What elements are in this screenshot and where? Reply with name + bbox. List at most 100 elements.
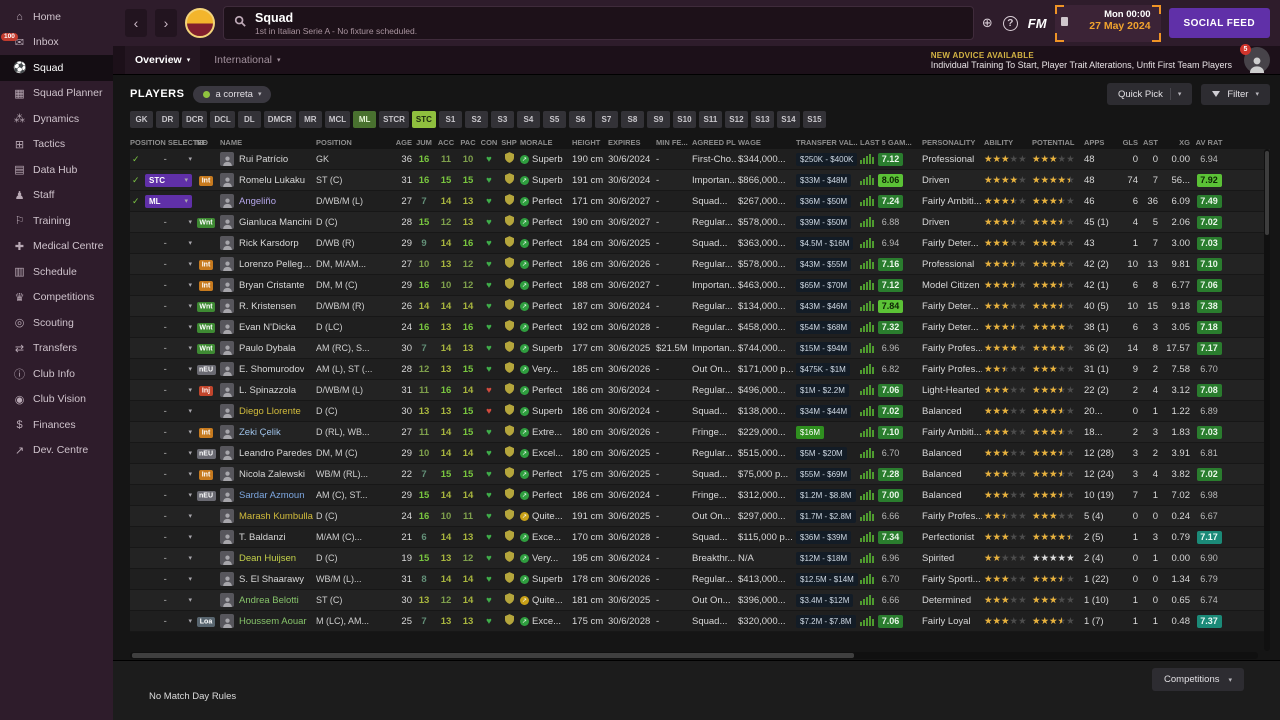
player-row[interactable]: - ▾ Wnt Gianluca Mancini D (C) 28 15 12 13 ♥ ↗ Perf… — [130, 212, 1270, 233]
player-row[interactable]: - ▾ nEU E. Shomurodov AM (L), ST (... 28 12 13 1… — [130, 359, 1270, 380]
position-slot-stcr[interactable]: STCR — [379, 111, 409, 128]
player-row[interactable]: ✓ ML ▾ Angeliño D/WB/M (L) 27 7 14 13 ♥ ↗ Perfect 17… — [130, 191, 1270, 212]
column-header-pac[interactable]: PAC — [460, 137, 476, 147]
column-header-inf[interactable]: INF — [194, 137, 207, 147]
player-row[interactable]: ✓ - ▾ Rui Patrício GK 36 16 11 10 ♥ ↗ Superb 190 cm 3… — [130, 149, 1270, 170]
player-row[interactable]: - ▾ Marash Kumbulla D (C) 24 16 10 11 ♥ ↗ Quite...… — [130, 506, 1270, 527]
player-name-cell[interactable]: Lorenzo Pellegrini — [220, 257, 314, 271]
player-name-cell[interactable]: R. Kristensen — [220, 299, 314, 313]
column-header-xg[interactable]: XG — [1179, 137, 1190, 147]
column-header-position[interactable]: POSITION — [316, 137, 352, 147]
player-row[interactable]: - ▾ Andrea Belotti ST (C) 30 13 12 14 ♥ ↗ Quite...… — [130, 590, 1270, 611]
column-header-shp[interactable]: SHP — [501, 137, 517, 147]
player-name-cell[interactable]: Houssem Aouar — [220, 614, 314, 628]
chevron-down-icon[interactable]: ▾ — [188, 156, 192, 163]
column-header-height[interactable]: HEIGHT — [572, 137, 601, 147]
sidebar-item-competitions[interactable]: ♛ Competitions — [0, 285, 113, 311]
position-slot-s4[interactable]: S4 — [516, 111, 540, 128]
player-name-cell[interactable]: Bryan Cristante — [220, 278, 314, 292]
player-row[interactable]: - ▾ Int Nicola Zalewski WB/M (RL)... 22 7 15 15 ♥… — [130, 464, 1270, 485]
player-row[interactable]: - ▾ Rick Karsdorp D/WB (R) 29 9 14 16 ♥ ↗ Perfect 1… — [130, 233, 1270, 254]
player-row[interactable]: - ▾ Wnt R. Kristensen D/WB/M (R) 26 14 14 14 ♥ ↗ Pe… — [130, 296, 1270, 317]
horizontal-scrollbar[interactable] — [130, 652, 1258, 659]
chevron-down-icon[interactable]: ▾ — [188, 387, 192, 394]
column-header-apps[interactable]: APPS — [1084, 137, 1105, 147]
manager-avatar[interactable]: 5 — [1240, 44, 1270, 73]
sidebar-item-staff[interactable]: ♟ Staff — [0, 183, 113, 209]
chevron-down-icon[interactable]: ▾ — [188, 618, 192, 625]
forward-button[interactable]: › — [155, 9, 177, 37]
position-slot-dmcr[interactable]: DMCR — [263, 111, 296, 128]
chevron-down-icon[interactable]: ▾ — [188, 513, 192, 520]
chevron-down-icon[interactable]: ▾ — [188, 345, 192, 352]
player-row[interactable]: - ▾ Loa Houssem Aouar M (LC), AM... 25 7 13 13 ♥ ↗… — [130, 611, 1270, 632]
player-name-cell[interactable]: Evan N'Dicka — [220, 320, 314, 334]
position-slot-dl[interactable]: DL — [237, 111, 261, 128]
chevron-down-icon[interactable]: ▾ — [188, 492, 192, 499]
column-header-agreed-pl[interactable]: AGREED PL... — [692, 137, 736, 147]
player-row[interactable]: - ▾ nEU Sardar Azmoun AM (C), ST... 29 15 14 14 ♥… — [130, 485, 1270, 506]
player-row[interactable]: - ▾ Wnt Evan N'Dicka D (LC) 24 16 13 16 ♥ ↗ Perfect… — [130, 317, 1270, 338]
chevron-down-icon[interactable]: ▾ — [188, 240, 192, 247]
sidebar-item-training[interactable]: ⚐ Training — [0, 208, 113, 234]
player-row[interactable]: - ▾ Diego Llorente D (C) 30 13 13 15 ♥ ↗ Superb 186… — [130, 401, 1270, 422]
sidebar-item-dev-centre[interactable]: ↗ Dev. Centre — [0, 438, 113, 464]
chevron-down-icon[interactable]: ▾ — [188, 555, 192, 562]
player-name-cell[interactable]: L. Spinazzola — [220, 383, 314, 397]
player-name-cell[interactable]: Rick Karsdorp — [220, 236, 314, 250]
column-header-name[interactable]: NAME — [220, 137, 243, 147]
sidebar-item-club-info[interactable]: ⓘ Club Info — [0, 361, 113, 387]
player-name-cell[interactable]: S. El Shaarawy — [220, 572, 314, 586]
online-globe-icon[interactable]: ⊕ — [981, 15, 993, 30]
player-name-cell[interactable]: Gianluca Mancini — [220, 215, 314, 229]
player-name-cell[interactable]: Paulo Dybala — [220, 341, 314, 355]
social-feed-button[interactable]: SOCIAL FEED — [1168, 8, 1270, 38]
player-name-cell[interactable]: Andrea Belotti — [220, 593, 314, 607]
position-slot-s13[interactable]: S13 — [750, 111, 774, 128]
chevron-down-icon[interactable]: ▾ — [188, 576, 192, 583]
player-row[interactable]: ✓ STC ▾ Int Romelu Lukaku ST (C) 31 16 15 15 ♥ ↗ Sup… — [130, 170, 1270, 191]
position-slot-gk[interactable]: GK — [130, 111, 153, 128]
column-header-jum[interactable]: JUM — [416, 137, 432, 147]
column-header-wage[interactable]: WAGE — [738, 137, 761, 147]
title-search-bar[interactable]: Squad 1st in Italian Serie A - No fixtur… — [223, 6, 974, 40]
player-row[interactable]: - ▾ Inj L. Spinazzola D/WB/M (L) 31 11 16 14 ♥ ↗ Pe… — [130, 380, 1270, 401]
position-slot-s5[interactable]: S5 — [542, 111, 566, 128]
position-slot-dr[interactable]: DR — [156, 111, 179, 128]
chevron-down-icon[interactable]: ▾ — [188, 534, 192, 541]
position-slot-stc[interactable]: STC — [411, 111, 436, 128]
column-header-potential[interactable]: POTENTIAL — [1032, 137, 1075, 147]
position-slot-s1[interactable]: S1 — [438, 111, 462, 128]
position-slot-s7[interactable]: S7 — [594, 111, 618, 128]
sidebar-item-schedule[interactable]: ▥ Schedule — [0, 259, 113, 285]
player-row[interactable]: - ▾ Int Zeki Çelik D (RL), WB... 27 11 14 15 ♥ ↗ Ex… — [130, 422, 1270, 443]
player-name-cell[interactable]: E. Shomurodov — [220, 362, 314, 376]
chevron-down-icon[interactable]: ▾ — [188, 261, 192, 268]
player-name-cell[interactable]: Angeliño — [220, 194, 314, 208]
position-slot-s10[interactable]: S10 — [672, 111, 696, 128]
player-row[interactable]: - ▾ Int Bryan Cristante DM, M (C) 29 16 10 12 ♥ ↗ P… — [130, 275, 1270, 296]
sidebar-item-inbox[interactable]: 100 ✉ Inbox — [0, 30, 113, 56]
position-slot-s3[interactable]: S3 — [490, 111, 514, 128]
column-header-transfer-val[interactable]: TRANSFER VAL... — [796, 137, 858, 147]
date-display[interactable]: Mon 00:00 27 May 2024 — [1054, 4, 1161, 42]
chevron-down-icon[interactable]: ▾ — [188, 471, 192, 478]
position-select-pill[interactable]: STC ▾ — [145, 173, 192, 187]
column-header-ability[interactable]: ABILITY — [984, 137, 1014, 147]
player-name-cell[interactable]: Dean Huijsen — [220, 551, 314, 565]
column-header-ast[interactable]: AST — [1143, 137, 1158, 147]
position-slot-mr[interactable]: MR — [298, 111, 322, 128]
player-name-cell[interactable]: T. Baldanzi — [220, 530, 314, 544]
player-name-cell[interactable]: Zeki Çelik — [220, 425, 314, 439]
column-header-acc[interactable]: ACC — [437, 137, 455, 147]
column-header-last-5-gam[interactable]: LAST 5 GAM... — [860, 137, 912, 147]
column-header-personality[interactable]: PERSONALITY — [922, 137, 976, 147]
player-row[interactable]: - ▾ Int Lorenzo Pellegrini DM, M/AM... 27 10 13… — [130, 254, 1270, 275]
sidebar-item-finances[interactable]: $ Finances — [0, 412, 113, 438]
player-name-cell[interactable]: Sardar Azmoun — [220, 488, 314, 502]
position-slot-dcl[interactable]: DCL — [210, 111, 235, 128]
position-slot-s11[interactable]: S11 — [698, 111, 722, 128]
tab-international[interactable]: International ▾ — [204, 46, 290, 74]
player-name-cell[interactable]: Diego Llorente — [220, 404, 314, 418]
player-row[interactable]: - ▾ nEU Leandro Paredes DM, M (C) 29 10 14 14 ♥ ↗ E… — [130, 443, 1270, 464]
